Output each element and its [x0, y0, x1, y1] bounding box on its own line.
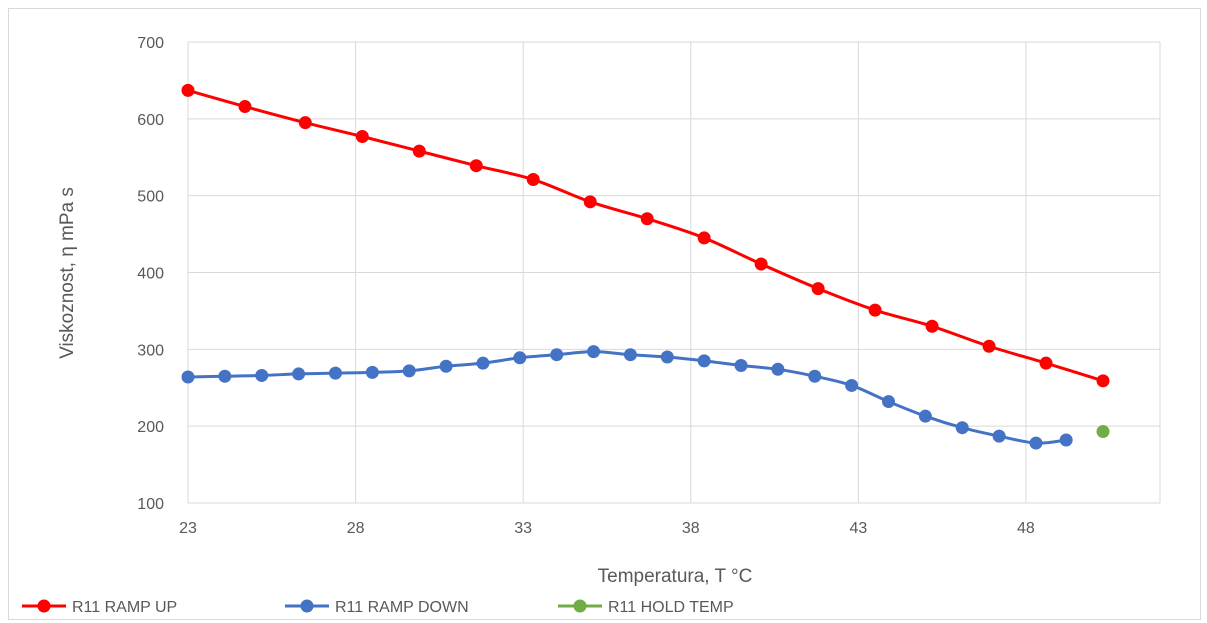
data-point: [640, 212, 654, 226]
data-point: [412, 144, 426, 158]
data-point: [868, 303, 882, 317]
x-axis-title: Temperatura, T °C: [598, 566, 753, 587]
x-tick-label: 23: [179, 520, 197, 537]
data-point: [365, 365, 379, 379]
y-axis-title: Viskoznost, η mPa s: [57, 187, 78, 359]
data-point: [734, 358, 748, 372]
data-point: [697, 354, 711, 368]
data-point: [255, 368, 269, 382]
data-point: [587, 345, 601, 359]
data-point: [583, 195, 597, 209]
data-point: [513, 351, 527, 365]
data-point: [469, 159, 483, 173]
data-point: [925, 319, 939, 333]
series-r11-hold-temp: [1096, 425, 1110, 439]
data-point: [697, 231, 711, 245]
data-point: [238, 100, 252, 114]
y-tick-label: 400: [137, 266, 164, 283]
legend-label: R11 RAMP DOWN: [335, 599, 469, 616]
data-point: [218, 369, 232, 383]
tick-labels: 100 200 300 400 500 600 700 23 28 33 38 43 48: [137, 35, 1035, 537]
data-point: [811, 282, 825, 296]
data-point: [1039, 356, 1053, 370]
data-point: [955, 421, 969, 435]
data-point: [808, 369, 822, 383]
x-tick-label: 28: [347, 520, 365, 537]
legend-swatch-marker: [37, 599, 51, 613]
y-tick-label: 700: [137, 35, 164, 52]
data-point: [181, 370, 195, 384]
legend-label: R11 RAMP UP: [72, 599, 177, 616]
data-point: [550, 348, 564, 362]
y-tick-label: 600: [137, 112, 164, 129]
data-point: [355, 130, 369, 144]
data-point: [1059, 433, 1073, 447]
y-tick-label: 500: [137, 189, 164, 206]
chart-frame: [8, 8, 1201, 620]
data-point: [328, 366, 342, 380]
data-point: [882, 395, 896, 409]
data-point: [1029, 436, 1043, 450]
data-point: [526, 173, 540, 187]
series-r11-ramp-up: [181, 83, 1110, 388]
data-point: [1096, 425, 1110, 439]
data-point: [992, 429, 1006, 443]
y-tick-label: 100: [137, 496, 164, 513]
series-r11-ramp-down: [181, 345, 1073, 450]
series-line: [187, 350, 1067, 445]
y-tick-label: 200: [137, 419, 164, 436]
legend-item: R11 RAMP DOWN: [285, 599, 469, 616]
x-tick-label: 48: [1017, 520, 1035, 537]
data-point: [476, 356, 490, 370]
series-line: [187, 88, 1104, 383]
data-point: [918, 409, 932, 423]
legend-label: R11 HOLD TEMP: [608, 599, 734, 616]
data-point: [982, 339, 996, 353]
x-tick-label: 43: [849, 520, 867, 537]
x-tick-label: 33: [514, 520, 532, 537]
legend-swatch-marker: [300, 599, 314, 613]
data-point: [660, 350, 674, 364]
gridlines: [187, 41, 1161, 504]
data-point: [623, 348, 637, 362]
x-tick-label: 38: [682, 520, 700, 537]
legend-item: R11 HOLD TEMP: [558, 599, 734, 616]
data-point: [439, 359, 453, 373]
legend-item: R11 RAMP UP: [22, 599, 177, 616]
data-point: [402, 364, 416, 378]
data-point: [1096, 374, 1110, 388]
data-point: [292, 367, 306, 381]
legend: R11 RAMP UP R11 RAMP DOWN R11 HOLD TEMP: [22, 599, 734, 616]
legend-swatch-marker: [573, 599, 587, 613]
data-point: [181, 83, 195, 97]
data-point: [771, 362, 785, 376]
data-point: [845, 378, 859, 392]
data-point: [298, 116, 312, 130]
y-tick-label: 300: [137, 342, 164, 359]
series-layer: [181, 83, 1110, 450]
data-point: [754, 257, 768, 271]
